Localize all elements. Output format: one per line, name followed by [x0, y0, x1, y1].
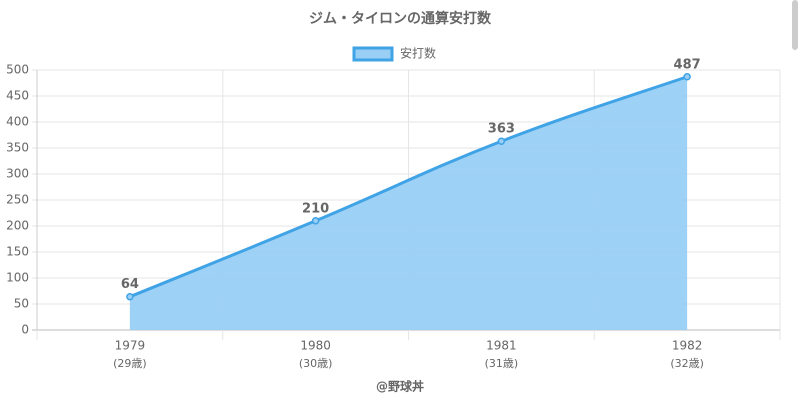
- y-tick-label: 250: [6, 193, 29, 207]
- x-tick-label: 1982: [672, 339, 703, 353]
- chart-title: ジム・タイロンの通算安打数: [309, 10, 492, 27]
- y-tick-label: 400: [6, 115, 29, 129]
- line: [129, 75, 688, 299]
- area: [129, 76, 688, 330]
- legend-swatch: [352, 46, 394, 62]
- x-tick-note: (30歳): [299, 357, 333, 370]
- y-tick-label: 50: [14, 297, 29, 311]
- y-tick-label: 200: [6, 219, 29, 233]
- y-tick-label: 350: [6, 141, 29, 155]
- legend-label: 安打数: [400, 46, 436, 61]
- y-tick-label: 300: [6, 167, 29, 181]
- point: [497, 137, 506, 145]
- data-label: 64: [121, 277, 139, 292]
- scrollbar: [792, 0, 798, 50]
- x-tick-note: (31歳): [485, 357, 519, 370]
- x-tick-label: 1981: [486, 339, 517, 353]
- data-label: 487: [674, 57, 701, 72]
- x-tick-note: (32歳): [670, 357, 704, 370]
- y-tick-label: 450: [6, 89, 29, 103]
- x-tick-note: (29歳): [113, 357, 147, 370]
- point: [126, 292, 134, 301]
- point: [311, 217, 320, 225]
- y-tick-label: 100: [6, 271, 29, 285]
- credit: @野球丼: [376, 379, 424, 394]
- x-tick-label: 1979: [115, 339, 146, 353]
- y-tick-label: 500: [6, 63, 29, 77]
- x-tick-label: 1980: [300, 339, 331, 353]
- y-tick-label: 0: [21, 323, 29, 337]
- y-tick-label: 150: [6, 245, 29, 259]
- data-label: 363: [488, 122, 515, 137]
- point: [683, 73, 691, 81]
- data-label: 210: [302, 201, 329, 216]
